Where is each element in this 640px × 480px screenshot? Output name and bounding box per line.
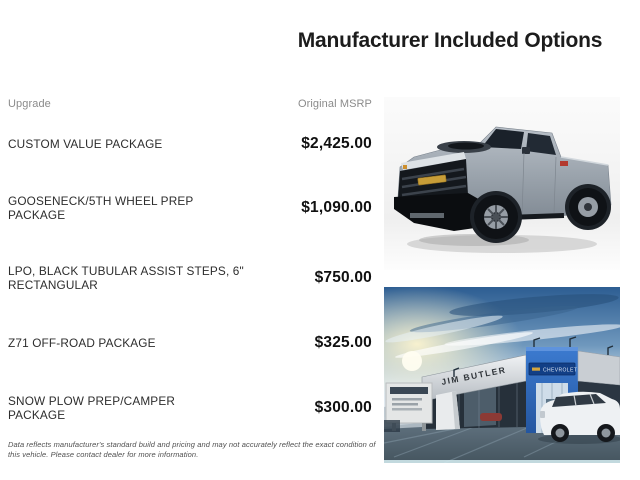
option-label: CUSTOM VALUE PACKAGE (8, 136, 163, 151)
option-label: SNOW PLOW PREP/CAMPER PACKAGE (8, 393, 176, 423)
vehicle-photo (384, 97, 620, 270)
table-header-row: Upgrade Original MSRP (8, 98, 372, 110)
showroom-car (480, 413, 502, 421)
option-price: $325.00 (314, 334, 372, 351)
option-price: $750.00 (314, 269, 372, 286)
table-row: CUSTOM VALUE PACKAGE $2,425.00 (8, 126, 372, 162)
dealership-building: JIM BUTLER CHEVROLET (384, 336, 620, 433)
table-row: GOOSENECK/5TH WHEEL PREP PACKAGE $1,090.… (8, 188, 372, 228)
column-header-msrp: Original MSRP (297, 98, 372, 110)
option-label: Z71 OFF-ROAD PACKAGE (8, 335, 156, 350)
disclaimer-text: Data reflects manufacturer's standard bu… (8, 440, 376, 459)
chevrolet-bowtie-icon (417, 174, 447, 186)
chevrolet-sign: CHEVROLET (528, 362, 577, 376)
table-row: Z71 OFF-ROAD PACKAGE $325.00 (8, 324, 372, 362)
table-row: LPO, BLACK TUBULAR ASSIST STEPS, 6" RECT… (8, 258, 372, 298)
option-label: GOOSENECK/5TH WHEEL PREP PACKAGE (8, 193, 194, 223)
option-price: $300.00 (314, 399, 372, 416)
option-label: LPO, BLACK TUBULAR ASSIST STEPS, 6" RECT… (8, 263, 244, 293)
brand-sign-text: CHEVROLET (543, 368, 577, 374)
option-price: $1,090.00 (301, 199, 372, 216)
front-wheel (470, 191, 522, 243)
table-row: SNOW PLOW PREP/CAMPER PACKAGE $300.00 (8, 386, 372, 430)
rear-wheel (565, 184, 611, 230)
sun (402, 351, 422, 371)
option-price: $2,425.00 (301, 135, 372, 152)
page-title: Manufacturer Included Options (297, 29, 603, 52)
chevrolet-bowtie-icon (532, 367, 540, 371)
roadside-sign (385, 382, 433, 431)
dealership-photo: JIM BUTLER CHEVROLET (384, 287, 620, 463)
truck-illustration (394, 126, 612, 253)
white-suv (538, 391, 620, 444)
column-header-upgrade: Upgrade (8, 98, 51, 110)
